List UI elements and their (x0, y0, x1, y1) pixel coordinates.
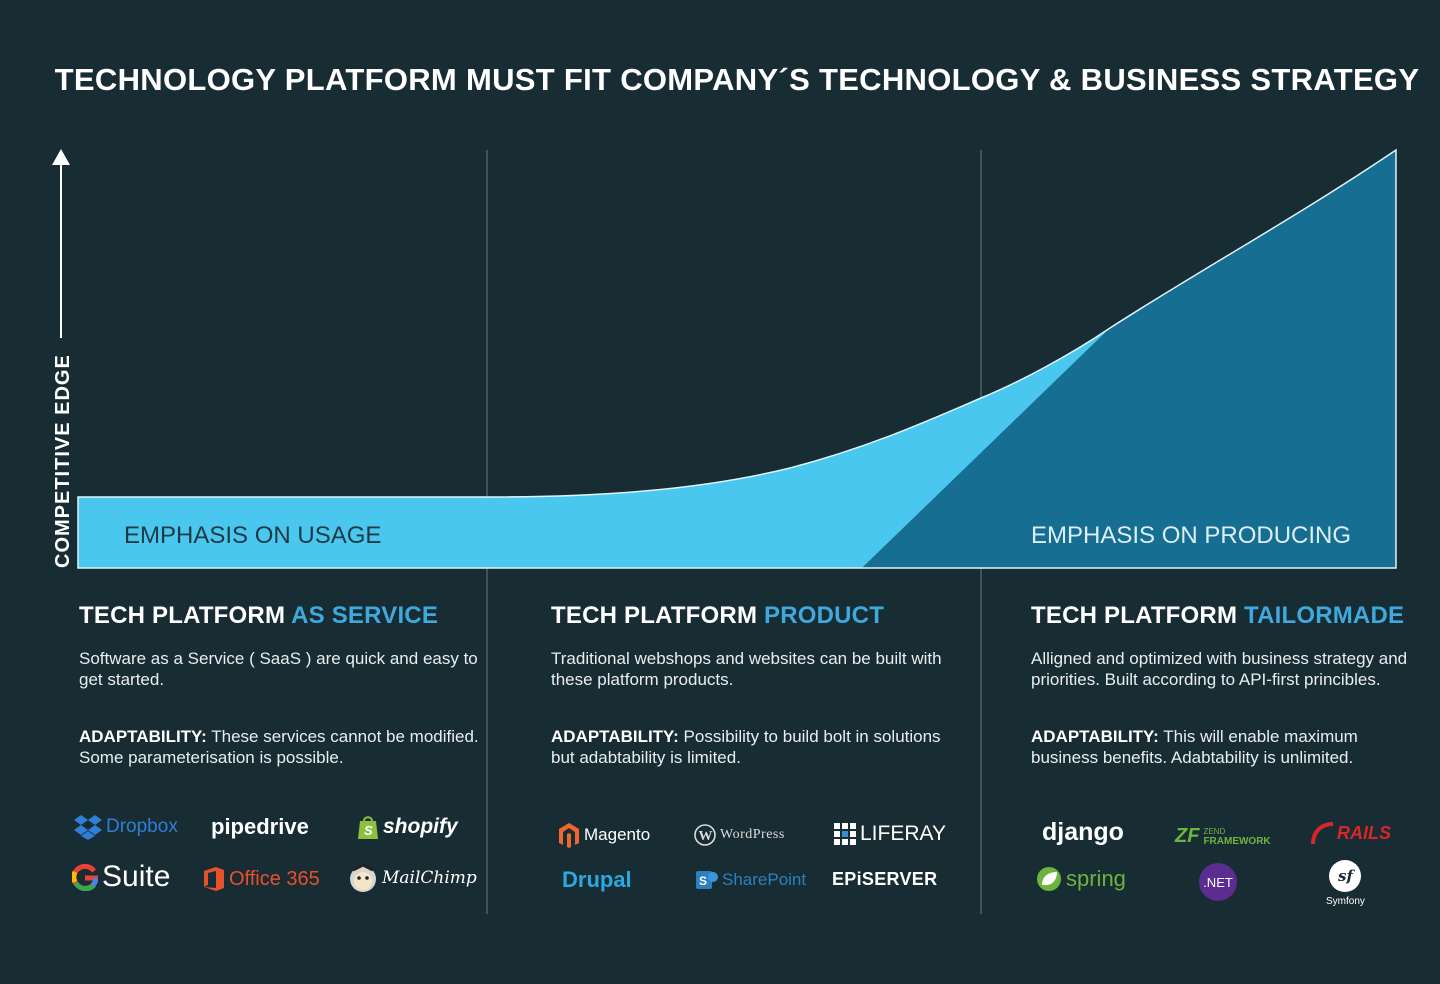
gsuite-logo: Suite (72, 860, 170, 894)
symfony-icon: sf (1329, 860, 1362, 892)
column-title: TECH PLATFORM TAILORMADE (1031, 602, 1405, 629)
rails-logo: RAILS (1311, 822, 1391, 844)
svg-text:S: S (364, 823, 373, 838)
office365-logo: Office 365 (203, 866, 320, 892)
sharepoint-logo: S SharePoint (696, 869, 806, 891)
dropbox-logo: Dropbox (74, 814, 178, 840)
dotnet-circle: .NET (1199, 863, 1237, 901)
google-g-icon (72, 863, 98, 891)
column-title: TECH PLATFORM PRODUCT (551, 602, 885, 629)
dotnet-logo: .NET (1199, 863, 1237, 901)
column-product: TECH PLATFORM PRODUCT Traditional websho… (551, 602, 961, 768)
adaptability-text: ADAPTABILITY: Possibility to build bolt … (551, 727, 941, 767)
svg-text:W: W (699, 829, 714, 844)
shopping-bag-icon: S (358, 816, 378, 839)
column-as-service: TECH PLATFORM AS SERVICE Software as a S… (79, 602, 479, 768)
spring-logo: spring (1036, 866, 1126, 892)
zf-mark: ZF (1175, 825, 1200, 847)
usage-area (78, 328, 1110, 568)
column-description: Alligned and optimized with business str… (1031, 649, 1408, 689)
django-logo: django (1042, 818, 1124, 846)
liferay-icon (834, 823, 856, 845)
sharepoint-icon: S (696, 871, 718, 889)
shopify-logo: S shopify (357, 814, 458, 840)
wordpress-icon: W (694, 824, 716, 846)
producing-area (862, 150, 1396, 568)
adaptability-text: ADAPTABILITY: This will enable maximum b… (1031, 727, 1358, 767)
episerver-logo: EPiSERVER (832, 869, 938, 889)
symfony-logo: sf Symfony (1326, 860, 1365, 907)
column-tailormade: TECH PLATFORM TAILORMADE Alligned and op… (1031, 602, 1421, 768)
dropbox-icon (74, 815, 102, 840)
y-axis-label: COMPETITIVE EDGE (52, 354, 74, 568)
producing-area-label: EMPHASIS ON PRODUCING (1031, 522, 1351, 549)
liferay-logo: LIFERAY (834, 822, 946, 846)
usage-area-label: EMPHASIS ON USAGE (124, 522, 381, 549)
spring-leaf-icon (1037, 867, 1061, 891)
wordpress-logo: W WordPress (694, 824, 785, 846)
curve-outline (77, 148, 1397, 569)
drupal-logo: Drupal (562, 867, 632, 892)
column-description: Traditional webshops and websites can be… (551, 649, 942, 689)
page-title: TECHNOLOGY PLATFORM MUST FIT COMPANY´S T… (54, 62, 1420, 97)
zend-framework-logo: ZF ZEND FRAMEWORK (1175, 825, 1271, 847)
svg-text:S: S (699, 874, 707, 888)
pipedrive-logo: pipedrive (211, 814, 309, 839)
column-description: Software as a Service ( SaaS ) are quick… (79, 649, 478, 689)
column-title: TECH PLATFORM AS SERVICE (79, 602, 439, 629)
y-axis-arrowhead (52, 149, 70, 165)
magento-icon (559, 823, 579, 848)
adaptability-text: ADAPTABILITY: These services cannot be m… (79, 727, 479, 767)
office-icon (204, 867, 224, 891)
chimp-icon (350, 863, 376, 892)
rails-icon (1311, 822, 1333, 844)
mailchimp-logo: MailChimp (348, 862, 477, 894)
magento-logo: Magento (558, 822, 650, 848)
